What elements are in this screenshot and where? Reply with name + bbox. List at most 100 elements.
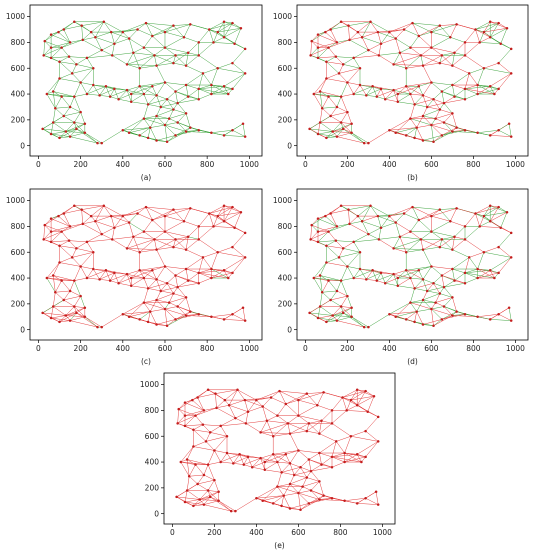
node-b-6 (356, 30, 360, 34)
node-e-42 (376, 415, 380, 419)
edge-e-140 (287, 423, 291, 434)
edge-a-215 (188, 88, 199, 97)
node-d-103 (329, 298, 332, 302)
edge-d-281 (422, 293, 440, 301)
node-c-5 (80, 208, 83, 211)
node-e-24 (255, 398, 258, 402)
node-c-39 (222, 220, 226, 223)
edge-b-125 (454, 52, 466, 56)
edge-e-93 (298, 405, 318, 416)
edge-b-126 (452, 55, 466, 66)
edge-d-241 (376, 280, 386, 284)
edge-d-49 (338, 248, 344, 258)
node-a-115 (127, 131, 131, 135)
node-a-5 (80, 24, 83, 27)
edge-b-375 (416, 124, 432, 128)
edge-e-100 (331, 397, 343, 411)
panel-caption-a: (a) (141, 173, 152, 182)
edge-e-22 (216, 399, 226, 409)
edge-e-312 (184, 499, 200, 503)
node-e-37 (364, 389, 367, 393)
node-a-48 (142, 46, 146, 49)
edge-e-132 (306, 423, 310, 432)
edge-d-185 (372, 270, 394, 275)
edge-e-91 (317, 405, 333, 411)
xtick-label-a-3: 600 (158, 160, 173, 169)
edge-e-225 (344, 456, 366, 463)
edge-e-297 (197, 483, 209, 491)
edge-e-120 (346, 410, 368, 412)
edge-e-14 (197, 397, 205, 411)
edge-a-363 (224, 135, 246, 137)
edge-d-162 (483, 246, 499, 253)
edge-b-149 (406, 65, 424, 69)
edge-c-154 (133, 236, 140, 253)
edge-e-49 (205, 432, 211, 442)
edge-c-41 (50, 241, 60, 247)
node-b-82 (383, 97, 387, 101)
edge-e-254 (300, 467, 308, 478)
edge-d-334 (395, 302, 411, 317)
node-d-116 (404, 318, 408, 321)
edge-a-317 (74, 122, 86, 133)
edge-a-272 (156, 106, 161, 117)
edge-group-a (42, 21, 246, 144)
node-c-89 (197, 281, 200, 285)
edge-c-281 (156, 293, 174, 301)
edge-b-175 (347, 82, 361, 86)
edge-c-247 (143, 277, 157, 280)
edge-b-158 (469, 68, 484, 74)
node-b-76 (318, 90, 322, 93)
edge-e-367 (365, 497, 379, 505)
edge-e-285 (277, 472, 282, 487)
edge-e-148 (287, 423, 307, 432)
edge-c-103 (209, 213, 225, 222)
xtick-label-b-5: 1000 (506, 160, 525, 169)
node-d-96 (451, 296, 454, 299)
edge-e-156 (260, 432, 291, 434)
node-a-4 (73, 20, 76, 24)
edge-a-270 (148, 98, 168, 105)
edge-d-196 (397, 270, 407, 279)
edge-a-72 (128, 29, 138, 39)
edge-c-106 (213, 216, 218, 227)
edge-a-262 (175, 91, 199, 100)
edge-a-150 (156, 55, 176, 66)
edge-c-244 (118, 277, 132, 284)
node-b-131 (430, 123, 433, 127)
node-b-116 (404, 134, 408, 137)
edge-a-149 (139, 65, 157, 69)
edge-d-24 (357, 205, 371, 217)
edge-c-223 (198, 270, 225, 274)
edge-a-223 (198, 86, 225, 90)
edge-b-157 (393, 55, 421, 65)
node-c-15 (67, 239, 71, 242)
edge-d-280 (422, 299, 432, 310)
node-c-54 (125, 247, 129, 250)
edge-c-229 (46, 277, 75, 281)
edge-b-169 (326, 73, 340, 79)
edge-d-106 (479, 216, 485, 227)
edge-b-55 (347, 68, 361, 83)
edge-d-161 (464, 257, 470, 273)
node-d-80 (365, 278, 368, 281)
edge-d-183 (366, 270, 373, 280)
node-d-49 (398, 235, 402, 238)
node-a-53 (138, 66, 141, 70)
edge-b-288 (322, 106, 337, 109)
edge-d-253 (427, 283, 434, 292)
edge-b-241 (376, 96, 386, 100)
edge-a-160 (185, 73, 204, 86)
edge-d-131 (439, 236, 455, 248)
edge-c-1 (44, 224, 52, 232)
edge-b-44 (326, 61, 344, 65)
edge-b-91 (450, 37, 466, 43)
edge-d-98 (454, 226, 466, 237)
node-d-14 (325, 244, 328, 248)
edge-c-143 (126, 236, 134, 249)
node-b-1 (316, 33, 320, 36)
edge-a-153 (139, 55, 155, 69)
edge-d-187 (376, 272, 382, 281)
edge-a-64 (112, 43, 115, 56)
node-d-21 (379, 226, 383, 229)
